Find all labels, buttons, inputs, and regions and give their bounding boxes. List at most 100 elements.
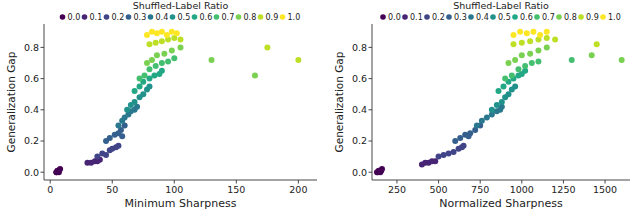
legend-swatch bbox=[468, 14, 474, 20]
x-tick bbox=[50, 180, 51, 184]
scatter-point bbox=[457, 135, 463, 141]
y-tick-label: 0.0 bbox=[352, 167, 367, 178]
legend-swatch bbox=[82, 14, 88, 20]
y-tick bbox=[41, 141, 45, 142]
scatter-point bbox=[451, 149, 457, 155]
legend-label: 1.0 bbox=[608, 13, 621, 22]
legend: 0.00.10.20.30.40.50.60.70.80.91.0 bbox=[60, 13, 301, 22]
scatter-point bbox=[132, 99, 138, 105]
y-tick-label: 0.2 bbox=[352, 135, 367, 146]
scatter-point bbox=[178, 37, 184, 43]
legend-swatch bbox=[600, 14, 606, 20]
legend-label: 0.5 bbox=[178, 13, 191, 22]
plot-area bbox=[53, 29, 301, 175]
chart: 0501001502000.00.20.40.60.8Minimum Sharp… bbox=[5, 0, 317, 210]
scatter-point bbox=[119, 133, 125, 139]
figure: 0501001502000.00.20.40.60.8Minimum Sharp… bbox=[0, 0, 640, 213]
scatter-point bbox=[529, 60, 535, 66]
chart: 2505007501000125015000.00.20.40.60.8Norm… bbox=[333, 0, 630, 210]
x-axis-label: Minimum Sharpness bbox=[125, 197, 237, 210]
scatter-point bbox=[137, 83, 143, 89]
plot-area bbox=[374, 29, 625, 175]
scatter-point bbox=[505, 60, 511, 66]
y-axis-label: Generalization Gap bbox=[333, 51, 345, 152]
scatter-point bbox=[484, 115, 490, 121]
scatter-point bbox=[489, 107, 495, 113]
legend-label: 0.4 bbox=[156, 13, 169, 22]
scatter-point bbox=[169, 48, 175, 54]
scatter-point bbox=[140, 91, 146, 97]
legend-swatch bbox=[280, 14, 286, 20]
legend-swatch bbox=[490, 14, 496, 20]
legend-label: 0.0 bbox=[68, 13, 81, 22]
scatter-point bbox=[496, 88, 502, 94]
scatter-point bbox=[500, 83, 506, 89]
scatter-point bbox=[522, 63, 528, 69]
scatter-point bbox=[94, 154, 100, 160]
x-tick-label: 1250 bbox=[551, 184, 575, 195]
scatter-point bbox=[252, 72, 258, 78]
y-tick bbox=[369, 141, 373, 142]
scatter-point bbox=[264, 44, 270, 50]
scatter-point bbox=[144, 60, 150, 66]
x-tick bbox=[236, 180, 237, 184]
y-tick bbox=[369, 172, 373, 173]
scatter-point bbox=[594, 41, 600, 47]
scatter-point bbox=[466, 133, 472, 139]
scatter-point bbox=[209, 57, 215, 63]
scatter-point bbox=[146, 76, 152, 82]
legend-swatch bbox=[578, 14, 584, 20]
legend-swatch bbox=[512, 14, 518, 20]
scatter-point bbox=[510, 41, 516, 47]
x-tick-label: 1500 bbox=[593, 184, 617, 195]
scatter-point bbox=[159, 68, 165, 74]
y-tick-label: 0.4 bbox=[24, 104, 39, 115]
scatter-point bbox=[53, 169, 59, 175]
x-axis-label: Normalized Sharpness bbox=[439, 197, 563, 210]
scatter-point bbox=[107, 135, 113, 141]
scatter-point bbox=[161, 51, 167, 57]
scatter-point bbox=[544, 35, 550, 41]
y-tick bbox=[369, 78, 373, 79]
x-tick-label: 750 bbox=[471, 184, 489, 195]
scatter-point bbox=[474, 122, 480, 128]
legend: 0.00.10.20.30.40.50.60.70.80.91.0 bbox=[380, 13, 621, 22]
x-tick-label: 200 bbox=[289, 184, 307, 195]
legend-swatch bbox=[380, 14, 386, 20]
scatter-point bbox=[519, 40, 525, 46]
x-tick-label: 1000 bbox=[510, 184, 534, 195]
scatter-point bbox=[502, 76, 508, 82]
scatter-point bbox=[53, 169, 59, 175]
scatter-point bbox=[137, 76, 143, 82]
scatter-point bbox=[153, 63, 159, 69]
y-tick bbox=[369, 47, 373, 48]
legend-label: 0.3 bbox=[134, 13, 147, 22]
legend-title: Shuffled-Label Ratio bbox=[453, 0, 549, 11]
legend-swatch bbox=[60, 14, 66, 20]
y-tick-label: 0.0 bbox=[24, 167, 39, 178]
scatter-point bbox=[461, 143, 467, 149]
y-tick-label: 0.4 bbox=[352, 104, 367, 115]
scatter-point bbox=[479, 118, 485, 124]
scatter-point bbox=[295, 57, 301, 63]
scatter-point bbox=[512, 57, 518, 63]
y-tick-label: 0.8 bbox=[352, 42, 367, 53]
scatter-point bbox=[569, 57, 575, 63]
y-tick-label: 0.8 bbox=[24, 42, 39, 53]
legend-title: Shuffled-Label Ratio bbox=[133, 0, 229, 11]
legend-label: 0.9 bbox=[586, 13, 599, 22]
scatter-point bbox=[159, 38, 165, 44]
scatter-point bbox=[619, 57, 625, 63]
scatter-point bbox=[527, 51, 533, 57]
x-tick bbox=[480, 180, 481, 184]
legend-label: 0.4 bbox=[476, 13, 489, 22]
legend-swatch bbox=[104, 14, 110, 20]
x-tick bbox=[298, 180, 299, 184]
scatter-point bbox=[509, 72, 515, 78]
legend-swatch bbox=[258, 14, 264, 20]
x-tick-label: 250 bbox=[388, 184, 406, 195]
scatter-point bbox=[535, 58, 541, 64]
scatter-point bbox=[535, 48, 541, 54]
scatter-point bbox=[527, 38, 533, 44]
x-tick-label: 500 bbox=[430, 184, 448, 195]
